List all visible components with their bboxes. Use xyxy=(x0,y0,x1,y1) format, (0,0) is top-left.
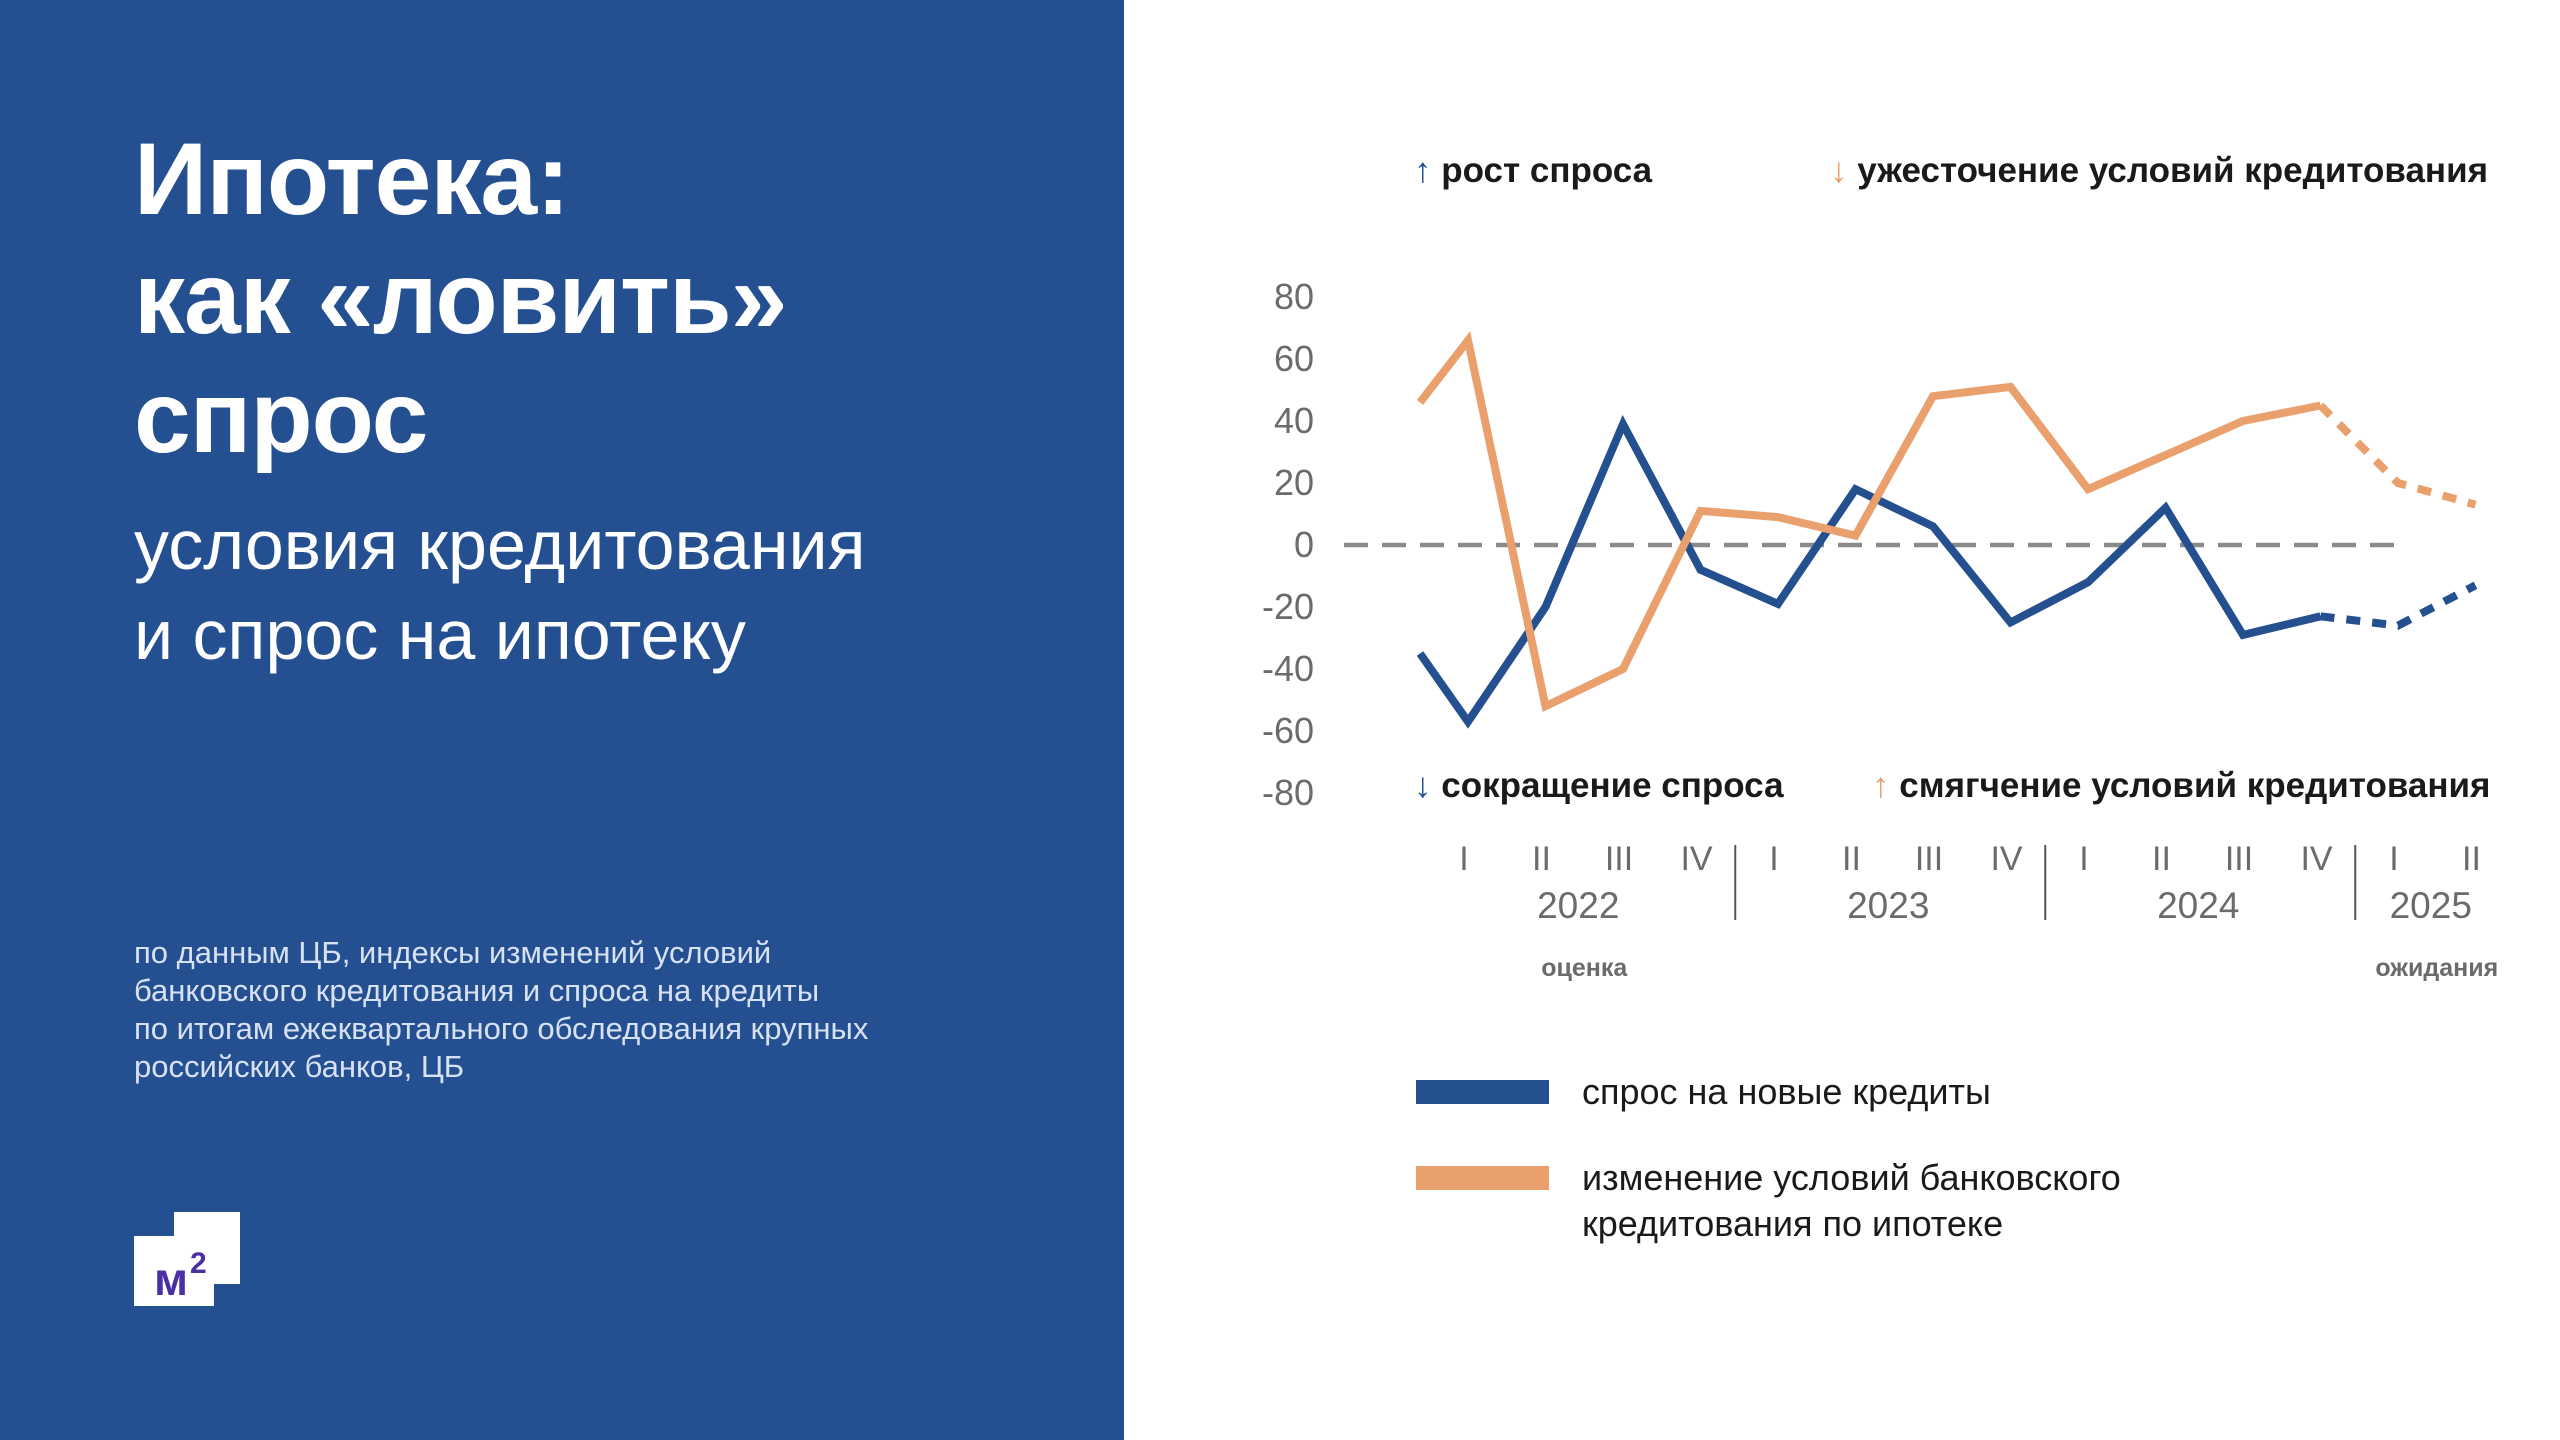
series-2-point xyxy=(2162,451,2170,459)
y-tick-label: 80 xyxy=(1274,276,1314,317)
x-quarter-label: IV xyxy=(2300,840,2332,878)
source-note: по данным ЦБ, индексы изменений условий … xyxy=(134,934,868,1086)
series-1-point xyxy=(2084,578,2092,586)
series-2-point xyxy=(1464,336,1472,344)
x-quarter-label: IV xyxy=(1680,840,1712,878)
series-1-point xyxy=(2317,612,2325,620)
title-line: Ипотека: xyxy=(134,122,570,236)
legend-label-line: спрос на новые кредиты xyxy=(1582,1071,1991,1112)
series-2-point xyxy=(2007,383,2015,391)
series-2-point xyxy=(1619,665,1627,673)
m2-logo: м2 xyxy=(134,1212,246,1312)
y-tick-label: 60 xyxy=(1274,338,1314,379)
x-quarter-label: I xyxy=(2389,840,2398,878)
y-tick-label: -20 xyxy=(1262,586,1314,627)
series-2-point xyxy=(2084,485,2092,493)
series-2-point xyxy=(2394,479,2402,487)
logo-front-square xyxy=(134,1236,214,1306)
mortgage-chart: 80 60 40 20 0 -20 -40 -60 -80 ↑ рост спроса ↓ ужес… xyxy=(1262,151,2498,1244)
title-line: как «ловить» xyxy=(134,241,787,355)
source-line: российских банков, ЦБ xyxy=(134,1049,465,1084)
series-2-point xyxy=(2317,402,2325,410)
x-quarter-label: III xyxy=(1605,840,1633,878)
annotation-text: сокращение спроса xyxy=(1441,766,1784,805)
series-2-point xyxy=(2239,417,2247,425)
series-1-point xyxy=(1619,420,1627,428)
series-1-point xyxy=(1464,718,1472,726)
legend-label-line: кредитования по ипотеке xyxy=(1582,1203,2003,1244)
series-1-point xyxy=(1697,566,1705,574)
series-1-point xyxy=(2394,622,2402,630)
x-quarter-label: IV xyxy=(1990,840,2022,878)
annotation-text: смягчение условий кредитования xyxy=(1899,766,2490,805)
y-tick-label: 20 xyxy=(1274,462,1314,503)
series-2-point xyxy=(1852,532,1860,540)
annotation-arrow-icon: ↑ xyxy=(1414,151,1441,190)
series-2-point xyxy=(1929,392,1937,400)
series-forecast-line-1 xyxy=(2320,581,2478,630)
source-line: банковского кредитования и спроса на кре… xyxy=(134,973,820,1008)
series-1-point xyxy=(2162,504,2170,512)
annotation-arrow-icon: ↓ xyxy=(1414,766,1441,805)
legend-swatch-1 xyxy=(1416,1080,1549,1104)
x-year-label: 2023 xyxy=(1847,885,1929,926)
page-title: Ипотека: как «ловить» спрос xyxy=(134,120,787,477)
series-line-2 xyxy=(1416,331,2322,713)
annotation-top-left: ↑ рост спроса xyxy=(1414,151,1653,190)
series-1-point xyxy=(2472,581,2480,589)
x-quarter-label: III xyxy=(1915,840,1943,878)
y-tick-label: -60 xyxy=(1262,710,1314,751)
series-forecast-line-2 xyxy=(2317,402,2477,509)
series-1-point xyxy=(1774,600,1782,608)
x-year-label: 2022 xyxy=(1537,885,1619,926)
series-2-point xyxy=(1542,702,1550,710)
y-tick-label: 40 xyxy=(1274,400,1314,441)
x-quarter-label: III xyxy=(2225,840,2253,878)
series-2-point xyxy=(2472,501,2480,509)
title-line: спрос xyxy=(134,360,428,474)
x-year-label: 2025 xyxy=(2390,885,2472,926)
series-line-1 xyxy=(1416,414,2322,729)
x-quarter-label: II xyxy=(2462,840,2481,878)
legend-label-line: изменение условий банковского xyxy=(1582,1157,2121,1198)
x-quarter-label: I xyxy=(1459,840,1468,878)
annotation-arrow-icon: ↑ xyxy=(1872,766,1899,805)
legend-label-2: изменение условий банковского кредитовани… xyxy=(1582,1157,2121,1244)
y-tick-label: -40 xyxy=(1262,648,1314,689)
x-note-label: ожидания xyxy=(2375,954,2498,982)
annotation-bottom-left: ↓ сокращение спроса xyxy=(1414,766,1784,805)
series-1-point xyxy=(1542,603,1550,611)
x-quarter-label: I xyxy=(1769,840,1778,878)
source-line: по данным ЦБ, индексы изменений условий xyxy=(134,935,772,970)
subtitle-line: и спрос на ипотеку xyxy=(134,596,746,674)
x-quarter-label: II xyxy=(1842,840,1861,878)
subtitle-line: условия кредитования xyxy=(134,506,866,584)
series-1-point xyxy=(2007,619,2015,627)
logo-text: м2 xyxy=(154,1247,207,1305)
x-note-label: оценка xyxy=(1541,954,1628,982)
annotation-text: ужесточение условий кредитования xyxy=(1857,151,2488,190)
legend-label-1: спрос на новые кредиты xyxy=(1582,1071,1991,1112)
legend-swatch-2 xyxy=(1416,1166,1549,1190)
x-quarter-label: I xyxy=(2079,840,2088,878)
x-quarter-label: II xyxy=(2152,840,2171,878)
y-tick-label: 0 xyxy=(1294,524,1314,565)
page-subtitle: условия кредитования и спрос на ипотеку xyxy=(134,500,866,680)
annotation-top-right: ↓ ужесточение условий кредитования xyxy=(1830,151,2488,190)
annotation-bottom-right: ↑ смягчение условий кредитования xyxy=(1872,766,2490,805)
series-1-point xyxy=(2239,631,2247,639)
series-1-point xyxy=(1929,522,1937,530)
x-quarter-label: II xyxy=(1532,840,1551,878)
y-tick-label: -80 xyxy=(1262,772,1314,813)
x-year-label: 2024 xyxy=(2157,885,2239,926)
series-2-point xyxy=(1697,507,1705,515)
source-line: по итогам ежеквартального обследования к… xyxy=(134,1011,869,1046)
series-1-point xyxy=(1852,485,1860,493)
left-panel: Ипотека: как «ловить» спрос условия кред… xyxy=(0,0,1124,1440)
annotation-text: рост спроса xyxy=(1441,151,1652,190)
series-2-point xyxy=(1774,513,1782,521)
annotation-arrow-icon: ↓ xyxy=(1830,151,1857,190)
